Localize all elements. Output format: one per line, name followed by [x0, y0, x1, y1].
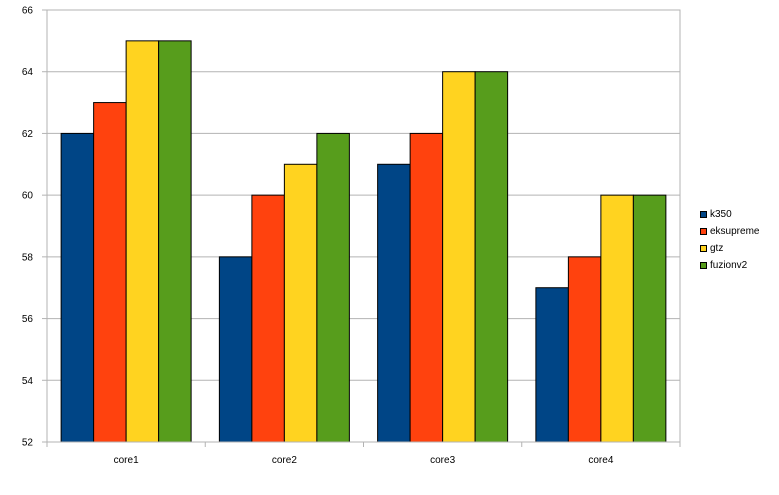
legend-swatch — [700, 262, 707, 269]
legend-item-k350: k350 — [700, 206, 759, 223]
bar-eksupreme-core3 — [409, 132, 444, 443]
x-axis-ticks: core1 core2 core3 core4 — [114, 455, 614, 466]
legend-item-eksupreme: eksupreme — [700, 223, 759, 240]
bar-gtz-core1 — [125, 40, 160, 443]
y-axis-ticks: 52 54 56 58 60 62 64 66 — [22, 6, 34, 449]
legend-item-fuzionv2: fuzionv2 — [700, 257, 759, 274]
bar-k350-core3 — [377, 163, 411, 443]
bar-fuzionv2-core4 — [632, 194, 667, 443]
plot-area-frame — [46, 9, 681, 443]
bar-k350-core1 — [60, 132, 95, 443]
y-tick-label: 60 — [22, 191, 34, 202]
legend-label: fuzionv2 — [710, 260, 748, 271]
bar-eksupreme-core1 — [93, 102, 127, 443]
legend-swatch — [700, 211, 707, 218]
bar-eksupreme-core4 — [567, 256, 602, 443]
x-tick-label: core4 — [588, 455, 613, 466]
legend-swatch — [700, 245, 707, 252]
bar-gtz-core4 — [600, 194, 634, 443]
legend-label: gtz — [710, 243, 724, 254]
legend-swatch — [700, 228, 707, 235]
y-tick-label: 58 — [22, 252, 34, 263]
y-tick-label: 62 — [22, 129, 34, 140]
y-tick-label: 54 — [22, 376, 34, 387]
bar-k350-core4 — [535, 287, 569, 443]
bars — [60, 40, 667, 443]
bar-gtz-core2 — [283, 163, 318, 443]
bar-k350-core2 — [218, 256, 253, 443]
legend-label: k350 — [710, 209, 732, 220]
y-tick-label: 66 — [22, 6, 34, 17]
bar-fuzionv2-core1 — [158, 40, 192, 443]
y-tick-label: 52 — [22, 438, 34, 449]
y-tick-label: 56 — [22, 314, 34, 325]
y-tick-label: 64 — [22, 67, 34, 78]
legend-label: eksupreme — [710, 226, 760, 237]
legend: k350 eksupreme gtz fuzionv2 — [700, 206, 759, 274]
bar-gtz-core3 — [442, 71, 476, 443]
bar-fuzionv2-core2 — [316, 132, 350, 443]
x-tick-label: core2 — [272, 455, 297, 466]
legend-item-gtz: gtz — [700, 240, 759, 257]
bar-eksupreme-core2 — [251, 194, 285, 443]
x-tick-label: core1 — [114, 455, 139, 466]
x-tick-label: core3 — [430, 455, 455, 466]
bar-fuzionv2-core3 — [474, 71, 509, 443]
